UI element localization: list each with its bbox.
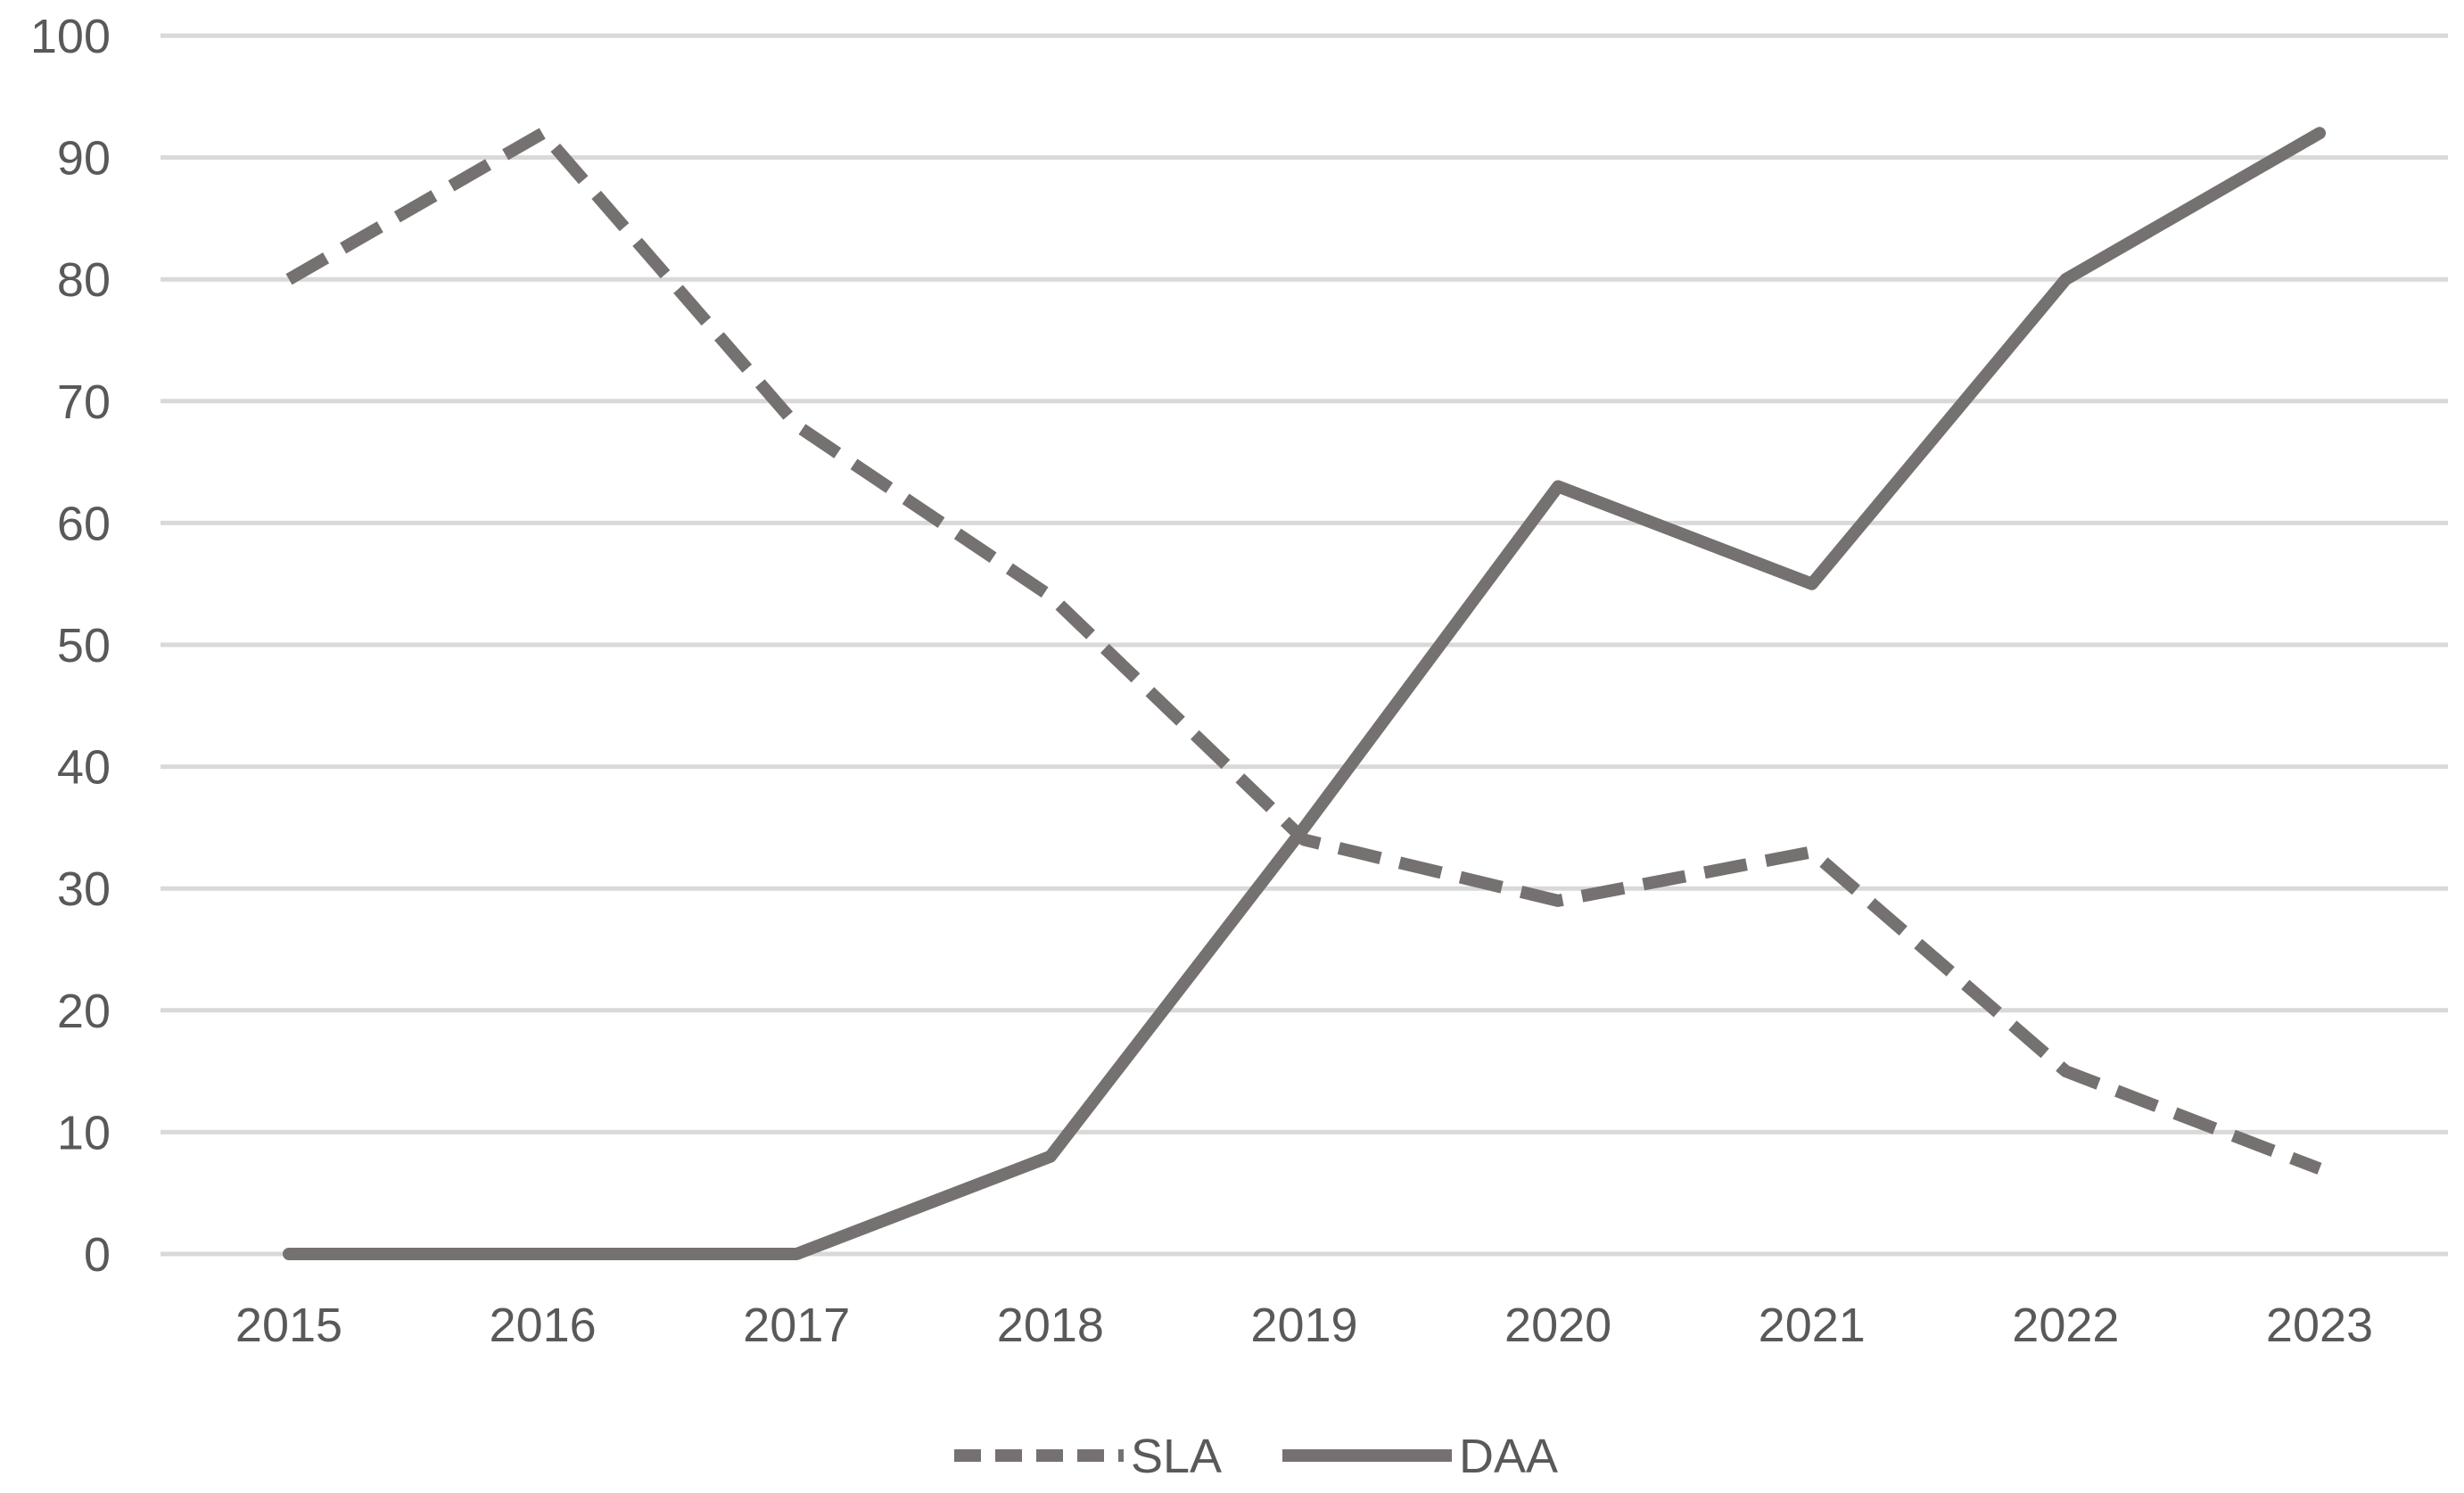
legend-label-sla: SLA [1131, 1430, 1222, 1483]
x-tick-label: 2022 [2012, 1299, 2119, 1352]
gridlines [161, 33, 2448, 1257]
data-point-sla [1809, 849, 1815, 854]
y-tick-label: 0 [84, 1228, 111, 1282]
y-tick-label: 50 [57, 619, 111, 672]
x-tick-label: 2021 [1759, 1299, 1866, 1352]
y-tick-label: 20 [57, 985, 111, 1038]
y-tick-label: 100 [30, 10, 111, 63]
data-point-sla [794, 423, 799, 428]
legend: SLA DAA [954, 1430, 1558, 1483]
x-tick-label: 2023 [2266, 1299, 2373, 1352]
y-tick-label: 10 [57, 1106, 111, 1159]
series-line-daa [283, 127, 2326, 1260]
x-tick-label: 2020 [1504, 1299, 1611, 1352]
x-tick-label: 2015 [235, 1299, 342, 1352]
data-point-sla [1048, 593, 1053, 598]
y-tick-label: 90 [57, 132, 111, 186]
x-axis-tick-labels: 2015 2016 2017 2018 2019 2020 2021 2022 2023 [235, 1299, 2373, 1352]
x-tick-label: 2018 [997, 1299, 1104, 1352]
y-tick-label: 40 [57, 741, 111, 795]
series-line-sla [285, 127, 2322, 1175]
series-lines [283, 127, 2326, 1260]
x-tick-label: 2016 [490, 1299, 597, 1352]
y-tick-label: 80 [57, 253, 111, 307]
x-tick-label: 2019 [1250, 1299, 1357, 1352]
y-tick-label: 30 [57, 862, 111, 916]
y-tick-label: 70 [57, 375, 111, 429]
legend-label-daa: DAA [1459, 1430, 1558, 1483]
y-tick-label: 60 [57, 497, 111, 550]
x-tick-label: 2017 [743, 1299, 850, 1352]
y-axis-tick-labels: 0 10 20 30 40 50 60 70 80 90 100 [30, 10, 111, 1282]
